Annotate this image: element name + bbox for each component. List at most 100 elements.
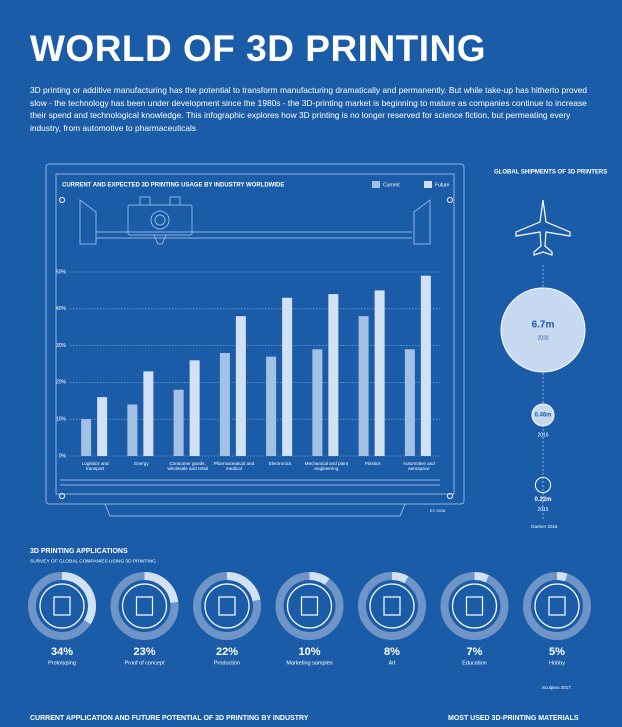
application-name: Hobby: [549, 660, 565, 666]
shipment-bubble: [534, 476, 552, 494]
x-tick-label: Energy: [134, 461, 149, 466]
y-tick-label: 0%: [59, 453, 67, 459]
shipments-source: Gartner 2016: [531, 524, 558, 529]
shipment-year: 2020: [537, 335, 548, 341]
y-tick-label: 30%: [56, 343, 67, 349]
application-name: Education: [462, 660, 486, 666]
bar: [374, 290, 385, 456]
chart-title: CURRENT AND EXPECTED 3D PRINTING USAGE B…: [62, 183, 284, 189]
donut-arc: [193, 572, 261, 640]
donut-inner: [451, 583, 498, 629]
bar: [404, 349, 415, 456]
x-tick-label: Electronics: [268, 461, 292, 466]
application-name: Art: [388, 660, 396, 666]
application-name: Production: [214, 660, 240, 666]
y-tick-label: 40%: [56, 306, 67, 312]
bar: [219, 352, 230, 456]
donut-track: [523, 572, 591, 640]
donut-inner: [369, 583, 415, 629]
airplane-icon: [515, 199, 571, 256]
footer-left-heading: CURRENT APPLICATION AND FUTURE POTENTIAL…: [30, 715, 309, 722]
chart-source: EY 2016: [430, 508, 446, 513]
donut-icon: [383, 596, 401, 616]
donut-arc: [110, 572, 179, 640]
shipment-bubble: [531, 403, 555, 427]
x-tick-label: Mechanical and plant engineering: [304, 461, 349, 472]
donut-icon: [465, 596, 484, 616]
applications-title: 3D PRINTING APPLICATIONS: [30, 548, 128, 555]
donut-icon: [300, 596, 319, 616]
donut-inner: [534, 583, 580, 629]
donut-icon: [53, 596, 71, 616]
application-name: Prototyping: [48, 660, 76, 666]
donut-inner: [121, 583, 168, 629]
intro-text: 3D printing or additive manufacturing ha…: [30, 85, 588, 133]
donut-inner: [204, 583, 250, 629]
application-name: Proof of concept: [124, 660, 165, 666]
donut-track: [275, 572, 344, 640]
shipment-year: 2016: [537, 432, 548, 438]
shipments-title: GLOBAL SHIPMENTS OF 3D PRINTERS: [494, 170, 607, 176]
donut-arc: [440, 572, 509, 640]
x-tick-label: Automotive and aerospace: [402, 461, 435, 472]
donut-inner: [39, 583, 85, 629]
shipment-year: 2015: [537, 507, 548, 513]
legend-label: Future: [435, 182, 450, 188]
frame-dot: [59, 493, 65, 499]
legend-label: Current: [383, 182, 400, 188]
donut-icon: [135, 596, 154, 616]
printer-frame: [45, 163, 465, 517]
donut-arc: [358, 572, 426, 640]
donut-arc: [28, 572, 96, 640]
frame-dot: [59, 197, 65, 203]
y-tick-label: 50%: [56, 269, 67, 275]
bar: [189, 360, 200, 456]
bar: [328, 294, 339, 456]
footer-right-heading: MOST USED 3D-PRINTING MATERIALS: [448, 715, 579, 722]
donut-arc: [275, 572, 344, 640]
bar: [81, 419, 92, 456]
donut-track: [440, 572, 509, 640]
applications-subtitle: SURVEY OF GLOBAL COMPANIES USING 3D PRIN…: [30, 558, 156, 564]
donut-track: [358, 572, 426, 640]
donut-arc: [523, 572, 591, 640]
application-value: 10%: [298, 646, 320, 658]
application-name: Marketing samples: [286, 660, 332, 666]
shipment-value: 0.46m: [534, 413, 551, 419]
application-value: 8%: [384, 646, 400, 658]
bar: [420, 275, 431, 456]
application-value: 5%: [549, 646, 565, 658]
bar: [282, 297, 293, 456]
application-value: 7%: [467, 646, 483, 658]
legend-swatch: [424, 181, 432, 188]
x-tick-label: Plastics: [364, 461, 381, 466]
bar: [97, 397, 108, 456]
donut-icon: [218, 596, 236, 616]
page-title: WORLD OF 3D PRINTING: [30, 28, 487, 69]
shipment-bubble: [500, 287, 586, 373]
shipment-value: 6.7m: [532, 320, 555, 331]
shipment-value: 0.22m: [534, 497, 551, 503]
bar: [266, 356, 277, 456]
frame-dot: [447, 197, 453, 203]
x-tick-label: Pharmaceutical and medical: [213, 461, 255, 472]
application-value: 34%: [51, 646, 73, 658]
application-value: 23%: [133, 646, 155, 658]
bar: [312, 349, 323, 456]
frame-dot: [447, 493, 453, 499]
bar: [127, 404, 138, 456]
y-tick-label: 10%: [56, 417, 67, 423]
y-tick-label: 20%: [56, 380, 67, 386]
bar: [173, 389, 184, 456]
bar: [358, 316, 369, 456]
application-value: 22%: [216, 646, 238, 658]
bar: [143, 371, 154, 456]
legend-swatch: [372, 181, 380, 188]
donut-inner: [286, 583, 333, 629]
applications-source: Sculpteo 2017: [542, 685, 571, 690]
donut-icon: [548, 596, 566, 616]
bar: [235, 316, 246, 456]
x-tick-label: Logistics and transport: [81, 461, 109, 472]
